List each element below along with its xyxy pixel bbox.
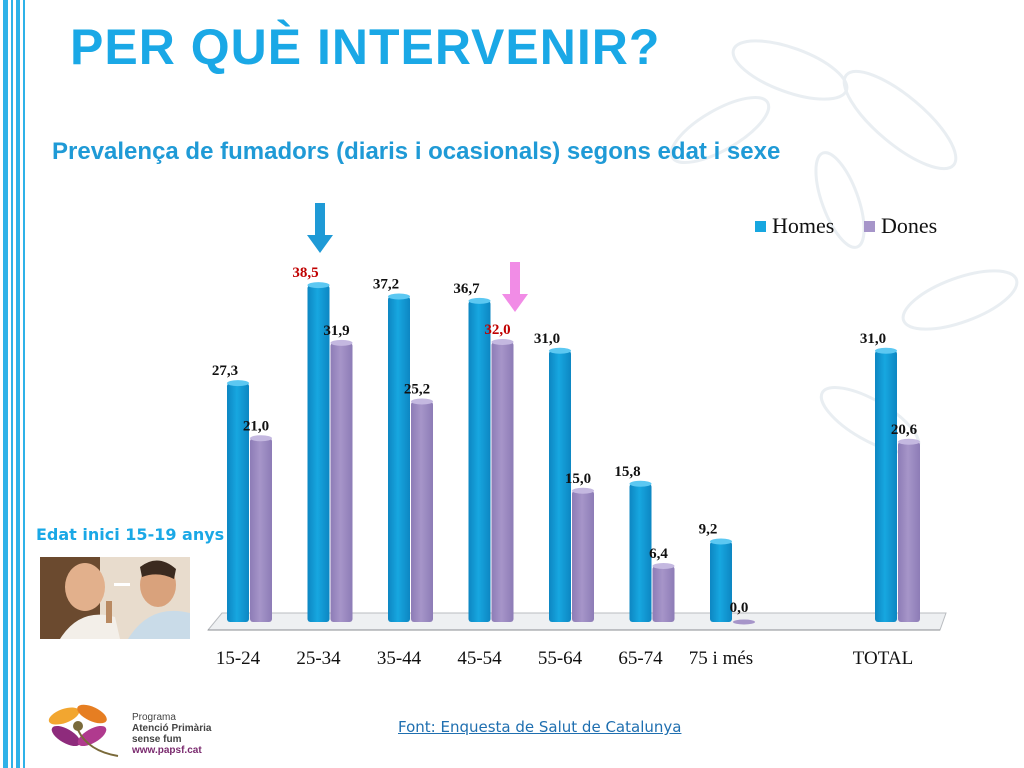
data-label: 9,2	[699, 522, 718, 538]
x-tick-label: 55-64	[538, 648, 583, 669]
bar-top	[572, 487, 594, 494]
data-label: 20,6	[891, 422, 918, 438]
data-label: 37,2	[373, 277, 399, 293]
slide-title: PER QUÈ INTERVENIR?	[70, 19, 661, 75]
bar-dones-TOTAL	[898, 441, 920, 622]
teens-smoking-photo	[40, 557, 190, 639]
data-label: 27,3	[212, 363, 238, 379]
bar-top	[629, 480, 652, 487]
data-label: 15,8	[614, 464, 640, 480]
bar-top	[491, 339, 514, 345]
x-tick-label: 35-44	[377, 648, 422, 669]
data-label: 31,0	[860, 331, 886, 347]
data-label: 31,9	[323, 323, 349, 339]
bar-chart: 27,3 38,5 37,2 36,7 31,0 15,8 9,2 31,0 21,0 31,9 2…	[206, 203, 947, 669]
bar-top	[468, 297, 491, 304]
logo-url[interactable]: www.papsf.cat	[132, 745, 202, 756]
data-label: 38,5	[292, 265, 318, 281]
x-tick-label: 65-74	[618, 648, 663, 669]
bar-dones-25-34	[330, 342, 353, 622]
chart-subtitle: Prevalença de fumadors (diaris i ocasion…	[52, 138, 781, 165]
legend-label: Dones	[881, 213, 937, 238]
chart-legend: Homes Dones	[755, 213, 937, 238]
legend-label: Homes	[772, 213, 834, 238]
bar-top	[307, 282, 330, 289]
data-label: 32,0	[484, 322, 510, 338]
bar-homes-65-74	[629, 483, 652, 622]
bar-dones-15-24	[250, 438, 272, 622]
data-label: 21,0	[243, 418, 269, 434]
x-tick-label: 75 i més	[689, 648, 753, 669]
bar-homes-TOTAL	[875, 350, 897, 622]
data-label: 6,4	[649, 546, 668, 562]
bar-homes-25-34	[307, 285, 330, 622]
bar-top	[250, 435, 272, 442]
bar-top	[388, 293, 410, 300]
bar-top	[652, 563, 675, 569]
bar-dones-65-74	[652, 566, 675, 622]
arrow-down-icon	[307, 203, 333, 253]
logo-line-1: Programa	[132, 712, 176, 723]
bar-dones-35-44	[411, 401, 433, 622]
bar-homes-75 i més	[710, 541, 732, 622]
data-label: 31,0	[534, 331, 560, 347]
bar-dones-45-54	[491, 342, 514, 622]
bar-top	[898, 438, 920, 445]
onset-age-note: Edat inici 15-19 anys	[36, 525, 225, 544]
program-logo-text: Programa Atenció Primària sense fum www.…	[132, 712, 211, 756]
logo-line-2: Atenció Primària	[132, 723, 212, 734]
decorative-stripes	[0, 0, 30, 768]
bar-top	[227, 380, 249, 387]
bar-top	[875, 347, 897, 354]
data-label: 0,0	[730, 600, 749, 616]
data-label: 15,0	[565, 471, 591, 487]
data-label: 25,2	[404, 382, 430, 398]
bar-top	[710, 538, 732, 545]
bar-top	[549, 347, 571, 354]
legend-swatch	[864, 221, 875, 232]
source-link[interactable]: Font: Enquesta de Salut de Catalunya	[398, 718, 682, 736]
bar-homes-55-64	[549, 350, 571, 622]
bar-dones-55-64	[572, 490, 594, 622]
legend-swatch	[755, 221, 766, 232]
program-logo	[48, 704, 119, 757]
bar-top	[411, 398, 433, 405]
bar-dones-75 i més	[733, 619, 755, 625]
x-tick-label: 45-54	[457, 648, 502, 669]
arrow-down-icon	[502, 262, 528, 312]
bar-top	[330, 339, 353, 346]
data-label: 36,7	[453, 281, 480, 297]
bar-homes-35-44	[388, 296, 410, 622]
logo-line-3: sense fum	[132, 734, 182, 745]
x-tick-label: 25-34	[296, 648, 341, 669]
bar-homes-45-54	[468, 300, 491, 622]
bar-homes-15-24	[227, 383, 249, 622]
x-tick-label: 15-24	[216, 648, 261, 669]
x-tick-label: TOTAL	[853, 648, 913, 669]
